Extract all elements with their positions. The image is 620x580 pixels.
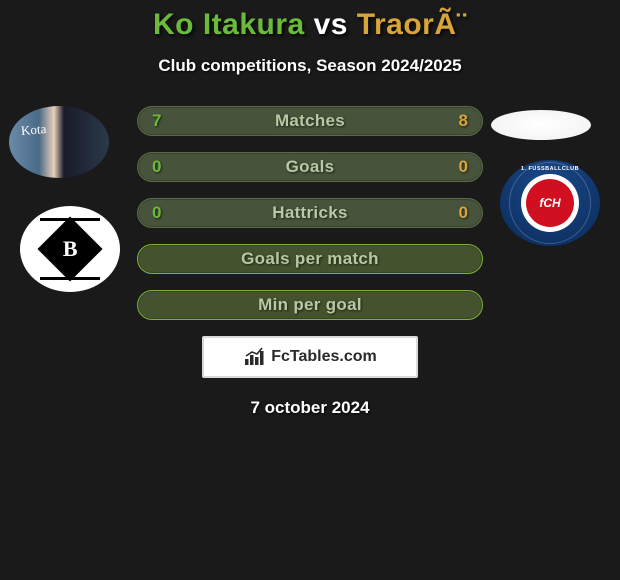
stats-area: Kota B 1. FUSSBALLCLUB fCH 7 Matches 8 0 Goa… xyxy=(0,106,620,320)
stat-value-left: 0 xyxy=(152,203,161,223)
vs-text: vs xyxy=(314,8,357,41)
stat-value-right: 8 xyxy=(459,111,468,131)
stat-label: Goals xyxy=(286,157,335,177)
stat-row: 0 Goals 0 xyxy=(137,152,483,182)
stat-value-right: 0 xyxy=(459,157,468,177)
club-left-letter: B xyxy=(63,236,78,262)
stat-row: 7 Matches 8 xyxy=(137,106,483,136)
club-right-ring-text: 1. FUSSBALLCLUB xyxy=(500,166,600,172)
stat-row: 0 Hattricks 0 xyxy=(137,198,483,228)
stat-value-left: 0 xyxy=(152,157,161,177)
player1-name: Ko Itakura xyxy=(153,8,305,41)
chart-icon xyxy=(243,347,267,367)
watermark: FcTables.com xyxy=(202,336,418,378)
infographic-root: Ko Itakura vs TraorÃ¨ Club competitions,… xyxy=(0,0,620,418)
stat-rows: 7 Matches 8 0 Goals 0 0 Hattricks 0 Goals per mat… xyxy=(137,106,483,320)
stat-label: Matches xyxy=(275,111,345,131)
watermark-text: FcTables.com xyxy=(271,348,377,366)
player1-club-badge: B xyxy=(20,206,120,292)
stat-value-right: 0 xyxy=(459,203,468,223)
subtitle: Club competitions, Season 2024/2025 xyxy=(0,56,620,76)
badge-diamond-icon: B xyxy=(37,216,102,281)
player1-signature: Kota xyxy=(20,121,47,139)
player2-club-badge: 1. FUSSBALLCLUB fCH xyxy=(500,160,600,246)
stat-row: Min per goal xyxy=(137,290,483,320)
stat-label: Hattricks xyxy=(272,203,347,223)
player2-avatar xyxy=(491,110,591,140)
player1-avatar: Kota xyxy=(9,106,109,178)
stat-row: Goals per match xyxy=(137,244,483,274)
fch-badge-icon: fCH xyxy=(521,174,579,232)
player2-name: TraorÃ¨ xyxy=(357,8,467,41)
stat-label: Min per goal xyxy=(258,295,362,315)
footer-date: 7 october 2024 xyxy=(0,398,620,418)
fch-badge-text: fCH xyxy=(526,179,574,227)
stat-label: Goals per match xyxy=(241,249,379,269)
stat-value-left: 7 xyxy=(152,111,161,131)
comparison-title: Ko Itakura vs TraorÃ¨ xyxy=(0,8,620,42)
